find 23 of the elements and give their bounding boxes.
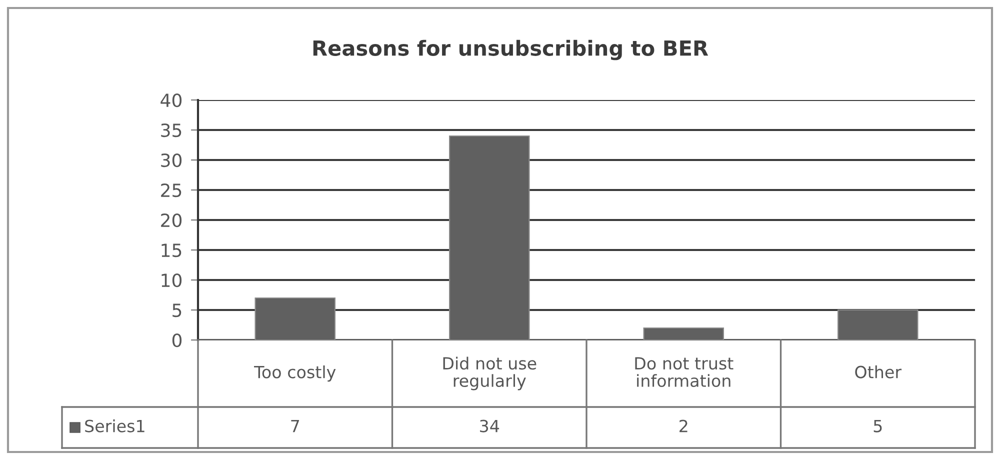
y-tick-label: 40	[160, 93, 182, 108]
legend-label: Series1	[85, 419, 144, 432]
bar	[254, 297, 336, 340]
y-tick-label: 30	[161, 153, 182, 168]
data-label: 7	[291, 420, 300, 432]
bar	[643, 327, 724, 340]
y-tick-label: 15	[162, 244, 182, 258]
data-label: 34	[480, 420, 500, 432]
x-tick-label: Too costly	[254, 365, 336, 382]
data-label: 5	[874, 420, 882, 432]
bar	[449, 135, 530, 340]
data-label: 2	[680, 420, 688, 432]
bar	[838, 309, 918, 340]
y-tick-label: 0	[172, 333, 182, 348]
y-tick-label: 10	[162, 273, 182, 288]
x-tick-label: Do not trust information	[635, 357, 734, 388]
x-tick-label: Other	[855, 365, 902, 378]
chart-title: Reasons for unsubscribing to BER	[313, 40, 708, 60]
x-tick-label: Did not use regularly	[443, 356, 536, 390]
y-tick-label: 25	[161, 183, 182, 198]
y-tick-label: 5	[172, 304, 182, 318]
y-tick-label: 35	[161, 123, 182, 138]
y-tick-label: 20	[161, 213, 182, 228]
